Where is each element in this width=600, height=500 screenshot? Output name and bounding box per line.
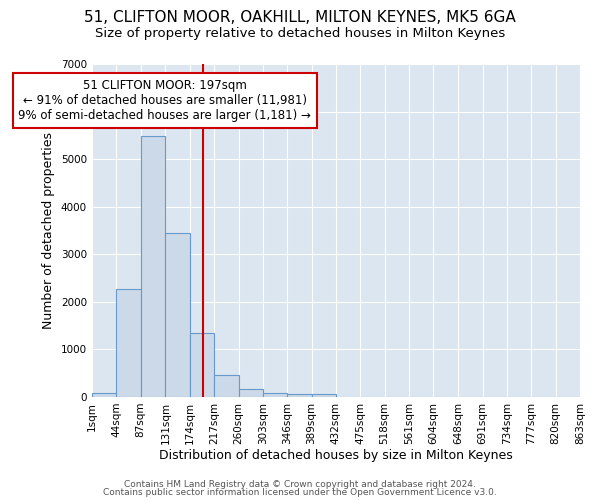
Bar <box>116 288 140 397</box>
Bar <box>190 333 214 397</box>
Bar <box>140 136 166 397</box>
Text: Size of property relative to detached houses in Milton Keynes: Size of property relative to detached ho… <box>95 28 505 40</box>
Bar <box>166 234 190 397</box>
Bar <box>214 375 239 397</box>
Bar <box>311 394 336 397</box>
Bar <box>263 392 287 397</box>
Bar <box>287 394 311 397</box>
X-axis label: Distribution of detached houses by size in Milton Keynes: Distribution of detached houses by size … <box>159 450 513 462</box>
Text: 51 CLIFTON MOOR: 197sqm
← 91% of detached houses are smaller (11,981)
9% of semi: 51 CLIFTON MOOR: 197sqm ← 91% of detache… <box>19 79 311 122</box>
Bar <box>239 388 263 397</box>
Text: Contains public sector information licensed under the Open Government Licence v3: Contains public sector information licen… <box>103 488 497 497</box>
Text: Contains HM Land Registry data © Crown copyright and database right 2024.: Contains HM Land Registry data © Crown c… <box>124 480 476 489</box>
Text: 51, CLIFTON MOOR, OAKHILL, MILTON KEYNES, MK5 6GA: 51, CLIFTON MOOR, OAKHILL, MILTON KEYNES… <box>84 10 516 25</box>
Y-axis label: Number of detached properties: Number of detached properties <box>43 132 55 329</box>
Bar <box>92 394 116 397</box>
